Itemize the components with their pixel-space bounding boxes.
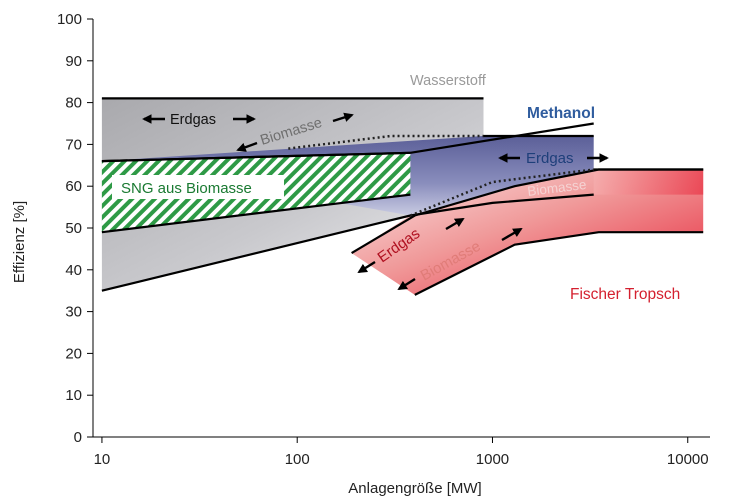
y-tick-label: 70 — [65, 136, 82, 153]
label-methanol: Methanol — [527, 105, 595, 122]
annot-biomasse-me: Biomasse — [527, 177, 588, 199]
y-tick-label: 40 — [65, 262, 82, 279]
x-tick-label: 1000 — [476, 451, 509, 468]
label-wasserstoff: Wasserstoff — [410, 73, 487, 89]
label-fischer-tropsch: Fischer Tropsch — [570, 286, 680, 303]
annot-erdgas-me: Erdgas — [526, 150, 574, 167]
arrow-erdgas-ft-right — [445, 217, 465, 231]
y-tick-label: 100 — [57, 11, 82, 28]
boundary-line-2 — [101, 193, 594, 292]
boundary-line-5 — [101, 151, 411, 163]
y-tick-label: 30 — [65, 304, 82, 321]
x-tick-label: 100 — [285, 451, 310, 468]
y-tick-label: 0 — [74, 429, 82, 446]
x-tick-label: 10 — [94, 451, 111, 468]
region-fischer-tropsch-top — [593, 169, 704, 195]
x-tick-label: 10000 — [667, 451, 709, 468]
region-fischer-tropsch — [351, 169, 704, 295]
arrow-biomasse-h2-right — [332, 112, 354, 123]
arrow-biomasse-ft-left — [397, 277, 416, 291]
arrow-erdgas-ft-left — [357, 260, 376, 274]
y-tick-label: 20 — [65, 345, 82, 362]
boundary-line-9 — [414, 231, 704, 296]
y-tick-label: 80 — [65, 95, 82, 112]
arrow-biomasse-ft-right — [501, 227, 523, 242]
sng-label-box — [112, 175, 284, 199]
label-sng: SNG aus Biomasse — [121, 180, 252, 197]
x-axis-label: Anlagengröße [MW] — [348, 480, 481, 497]
arrow-biomasse-h2-left — [236, 141, 258, 152]
y-tick-label: 90 — [65, 53, 82, 70]
dotted-line-1 — [409, 168, 594, 217]
boundary-line-4 — [101, 193, 411, 234]
y-tick-label: 50 — [65, 220, 82, 237]
y-axis-label: Effizienz [%] — [11, 201, 28, 283]
boundary-line-8 — [351, 168, 704, 255]
y-tick-label: 10 — [65, 387, 82, 404]
annot-erdgas-h2: Erdgas — [170, 112, 216, 128]
y-tick-label: 60 — [65, 178, 82, 195]
boundary-line-6 — [410, 122, 594, 154]
